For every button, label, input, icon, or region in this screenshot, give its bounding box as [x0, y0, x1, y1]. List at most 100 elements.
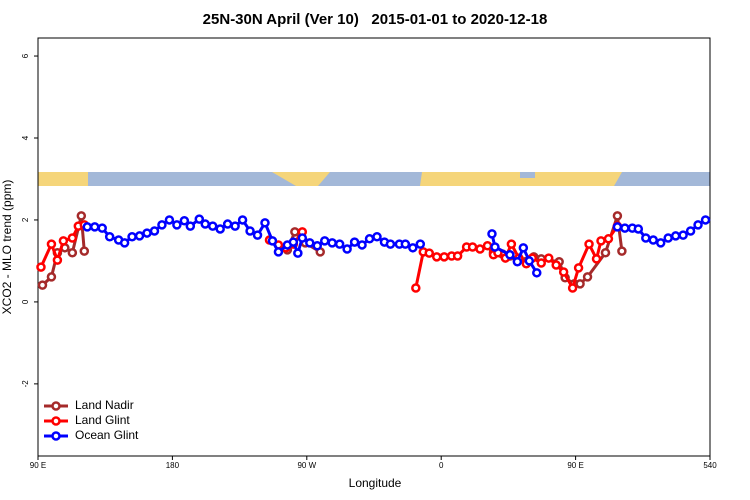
- data-point: [46, 272, 57, 282]
- x-tick-label: 180: [166, 461, 180, 470]
- data-point: [327, 238, 337, 248]
- data-point: [260, 218, 270, 228]
- y-tick-label: 2: [21, 217, 30, 222]
- data-point: [424, 248, 435, 258]
- data-point: [252, 230, 263, 240]
- data-point: [297, 233, 308, 243]
- data-point: [551, 260, 561, 270]
- data-point: [467, 242, 478, 252]
- data-point: [312, 241, 323, 251]
- chart-title: 25N-30N April (Ver 10) 2015-01-01 to 202…: [203, 11, 548, 28]
- data-point: [678, 230, 688, 240]
- data-point: [58, 236, 69, 246]
- data-point: [288, 237, 299, 247]
- data-point: [149, 226, 160, 236]
- data-point: [591, 254, 602, 264]
- data-point: [200, 219, 211, 229]
- data-point: [319, 236, 330, 246]
- data-point: [506, 239, 517, 249]
- y-axis-label: XCO2 - MLO trend (ppm): [0, 180, 14, 315]
- data-point: [584, 239, 594, 249]
- y-tick-label: -2: [21, 380, 30, 388]
- data-point: [524, 256, 535, 266]
- x-axis-label: Longitude: [349, 476, 402, 490]
- data-point: [385, 239, 396, 249]
- legend-label: Land Glint: [75, 413, 130, 427]
- data-point: [342, 244, 352, 254]
- data-point: [172, 220, 182, 230]
- data-point: [273, 247, 284, 257]
- data-point: [230, 221, 240, 231]
- data-point: [573, 263, 584, 273]
- data-point: [415, 239, 426, 249]
- x-tick-label: 90 E: [567, 461, 583, 470]
- data-point: [142, 228, 152, 238]
- data-point: [603, 234, 614, 244]
- data-point: [79, 246, 90, 256]
- data-point: [693, 220, 703, 230]
- data-point: [179, 216, 190, 226]
- data-point: [215, 224, 225, 234]
- data-point: [558, 267, 569, 277]
- data-point: [670, 231, 681, 241]
- data-point: [267, 236, 278, 246]
- x-tick-label: 90 E: [30, 461, 46, 470]
- data-point: [127, 232, 137, 242]
- data-point: [648, 235, 659, 245]
- data-point: [207, 221, 218, 231]
- legend-label: Ocean Glint: [75, 428, 139, 442]
- data-point: [194, 214, 205, 224]
- data-point: [411, 283, 421, 293]
- y-tick-label: 0: [21, 299, 30, 304]
- data-point: [612, 211, 623, 221]
- data-point: [104, 232, 115, 242]
- data-point: [46, 239, 57, 249]
- data-point: [67, 247, 78, 258]
- data-point: [76, 211, 87, 221]
- data-point: [633, 224, 644, 234]
- data-point: [364, 234, 375, 244]
- data-point: [518, 243, 529, 253]
- x-tick-label: 0: [439, 461, 444, 470]
- data-point: [36, 262, 46, 272]
- data-point: [290, 227, 300, 237]
- data-point: [700, 215, 711, 225]
- data-point: [475, 244, 485, 254]
- legend-label: Land Nadir: [75, 398, 134, 412]
- data-point: [543, 253, 554, 263]
- data-point: [82, 222, 93, 232]
- data-point: [37, 280, 48, 290]
- data-point: [439, 252, 449, 262]
- data-point: [134, 231, 145, 241]
- data-point: [89, 222, 100, 232]
- data-point: [97, 223, 107, 233]
- data-point: [334, 239, 345, 249]
- data-point: [452, 251, 463, 261]
- data-point: [505, 250, 515, 260]
- plot-frame: [37, 37, 711, 457]
- data-point: [685, 226, 696, 236]
- data-point: [596, 236, 606, 246]
- data-point: [482, 241, 493, 251]
- data-point: [222, 219, 233, 229]
- data-point: [641, 233, 651, 243]
- data-point: [600, 247, 611, 258]
- data-point: [536, 258, 547, 268]
- x-tick-label: 540: [703, 461, 717, 470]
- data-point: [372, 232, 382, 242]
- data-point: [293, 248, 303, 258]
- data-point: [575, 279, 585, 289]
- data-point: [357, 240, 367, 250]
- data-point: [582, 272, 593, 282]
- data-point: [52, 255, 63, 265]
- data-point: [567, 283, 578, 293]
- legend-marker: [51, 401, 61, 411]
- y-tick-label: 6: [21, 53, 30, 58]
- data-point: [532, 268, 542, 278]
- data-point: [617, 246, 627, 256]
- legend-marker: [51, 431, 61, 441]
- data-point: [185, 221, 196, 231]
- data-point: [612, 222, 623, 232]
